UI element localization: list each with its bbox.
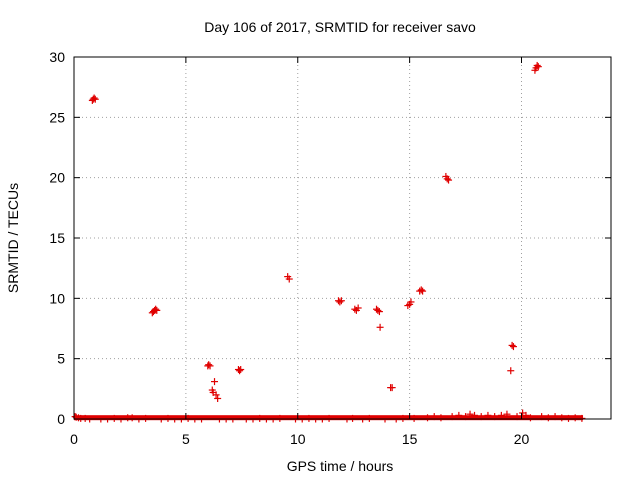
data-point: [285, 275, 293, 283]
data-point: [375, 308, 383, 316]
data-point: [205, 361, 213, 369]
y-tick-label-5: 25: [49, 109, 65, 125]
data-point: [236, 367, 244, 375]
y-tick-label-4: 20: [49, 170, 65, 186]
x-tick-labels: 0 5 10 15 20: [70, 431, 529, 447]
y-tick-label-6: 30: [49, 49, 65, 65]
data-point: [91, 95, 99, 103]
data-point: [388, 384, 396, 392]
data-point: [508, 341, 516, 349]
x-tick-label-4: 20: [514, 431, 530, 447]
data-point: [153, 306, 161, 314]
x-axis-label: GPS time / hours: [287, 458, 394, 474]
data-point: [376, 323, 384, 331]
data-point: [507, 367, 515, 375]
y-tick-label-3: 15: [49, 230, 65, 246]
data-point: [237, 366, 245, 374]
y-tick-label-0: 0: [57, 411, 65, 427]
y-axis-label: SRMTID / TECUs: [5, 183, 21, 293]
chart-title: Day 106 of 2017, SRMTID for receiver sav…: [204, 19, 476, 35]
data-points: [71, 61, 586, 423]
data-point: [336, 298, 344, 306]
x-tick-label-0: 0: [70, 431, 78, 447]
grid: [74, 57, 611, 419]
data-point: [445, 176, 453, 184]
x-tick-label-2: 10: [290, 431, 306, 447]
data-point: [351, 305, 359, 313]
y-tick-label-1: 5: [57, 351, 65, 367]
data-point: [152, 305, 160, 313]
x-tick-label-3: 15: [402, 431, 418, 447]
data-point: [443, 175, 451, 183]
data-point: [509, 343, 517, 351]
data-point: [206, 362, 214, 370]
data-point: [337, 297, 345, 305]
y-tick-labels: 0 5 10 15 20 25 30: [49, 49, 65, 427]
data-point: [214, 394, 222, 402]
data-point: [417, 286, 425, 294]
data-point: [533, 61, 541, 69]
data-point: [404, 302, 412, 310]
data-point: [354, 304, 362, 312]
data-point: [407, 298, 415, 306]
y-tick-label-2: 10: [49, 290, 65, 306]
baseline-points-band: [74, 415, 584, 421]
data-point: [90, 94, 98, 102]
data-point: [374, 306, 382, 314]
data-point: [211, 378, 219, 386]
data-point: [212, 391, 220, 399]
axis-ticks: [73, 56, 611, 420]
x-tick-label-1: 5: [182, 431, 190, 447]
data-point: [534, 63, 542, 71]
data-point: [419, 287, 427, 295]
